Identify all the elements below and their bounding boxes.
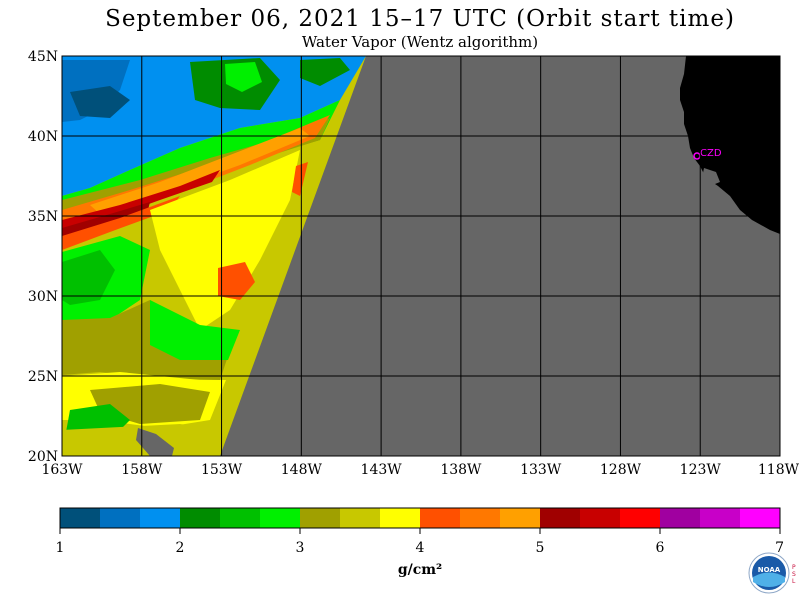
colorbar-swatch (500, 508, 540, 528)
colorbar-swatch (380, 508, 420, 528)
colorbar-swatch (580, 508, 620, 528)
colorbar-tick-label: 3 (296, 540, 305, 556)
lat-label: 45N (28, 49, 58, 65)
colorbar-tick-label: 7 (775, 540, 784, 556)
lon-label: 158W (121, 462, 163, 478)
map-title: September 06, 2021 15–17 UTC (Orbit star… (105, 6, 735, 32)
colorbar-swatch (260, 508, 300, 528)
colorbar-tick-label: 6 (656, 540, 665, 556)
lon-label: 163W (41, 462, 83, 478)
colorbar-swatch (60, 508, 100, 528)
lon-label: 133W (520, 462, 562, 478)
map-frame (61, 55, 781, 457)
lat-label: 40N (28, 129, 58, 145)
colorbar-swatch (220, 508, 260, 528)
colorbar-swatch (180, 508, 220, 528)
colorbar-swatch (300, 508, 340, 528)
lat-label: 35N (28, 209, 58, 225)
colorbar-tick-label: 2 (176, 540, 185, 556)
noaa-logo: NOAA (748, 552, 790, 594)
lat-label: 25N (28, 369, 58, 385)
colorbar-swatch (100, 508, 140, 528)
colorbar-swatch (700, 508, 740, 528)
colorbar-swatch (540, 508, 580, 528)
colorbar-tick-label: 4 (416, 540, 425, 556)
lon-label: 138W (440, 462, 482, 478)
colorbar-swatch (140, 508, 180, 528)
colorbar-tick-label: 5 (536, 540, 545, 556)
colorbar-swatch (660, 508, 700, 528)
lon-label: 128W (600, 462, 642, 478)
colorbar (59, 507, 781, 534)
lon-label: 118W (758, 462, 800, 478)
latitude-labels: 45N 40N 35N 30N 25N 20N (28, 49, 58, 465)
colorbar-swatch (740, 508, 780, 528)
lon-label: 153W (201, 462, 243, 478)
lat-label: 30N (28, 289, 58, 305)
colorbar-unit: g/cm² (397, 562, 443, 578)
lon-label: 148W (281, 462, 323, 478)
station-label: CZD (700, 148, 722, 159)
colorbar-labels: 1 2 3 4 5 6 7 (56, 540, 784, 556)
lat-lon-grid (62, 56, 780, 456)
lon-label: 143W (361, 462, 403, 478)
colorbar-swatch (620, 508, 660, 528)
colorbar-swatch (460, 508, 500, 528)
land-mass (680, 56, 780, 234)
colorbar-tick-label: 1 (56, 540, 65, 556)
colorbar-swatch (420, 508, 460, 528)
longitude-labels: 163W 158W 153W 148W 143W 138W 133W 128W 123W 118W (41, 462, 799, 478)
map-subtitle: Water Vapor (Wentz algorithm) (301, 33, 539, 51)
lat-label: 20N (28, 449, 58, 465)
bay-inlet (702, 168, 720, 186)
colorbar-swatch (340, 508, 380, 528)
noaa-logo-text: NOAA (758, 566, 781, 574)
lon-label: 123W (680, 462, 722, 478)
